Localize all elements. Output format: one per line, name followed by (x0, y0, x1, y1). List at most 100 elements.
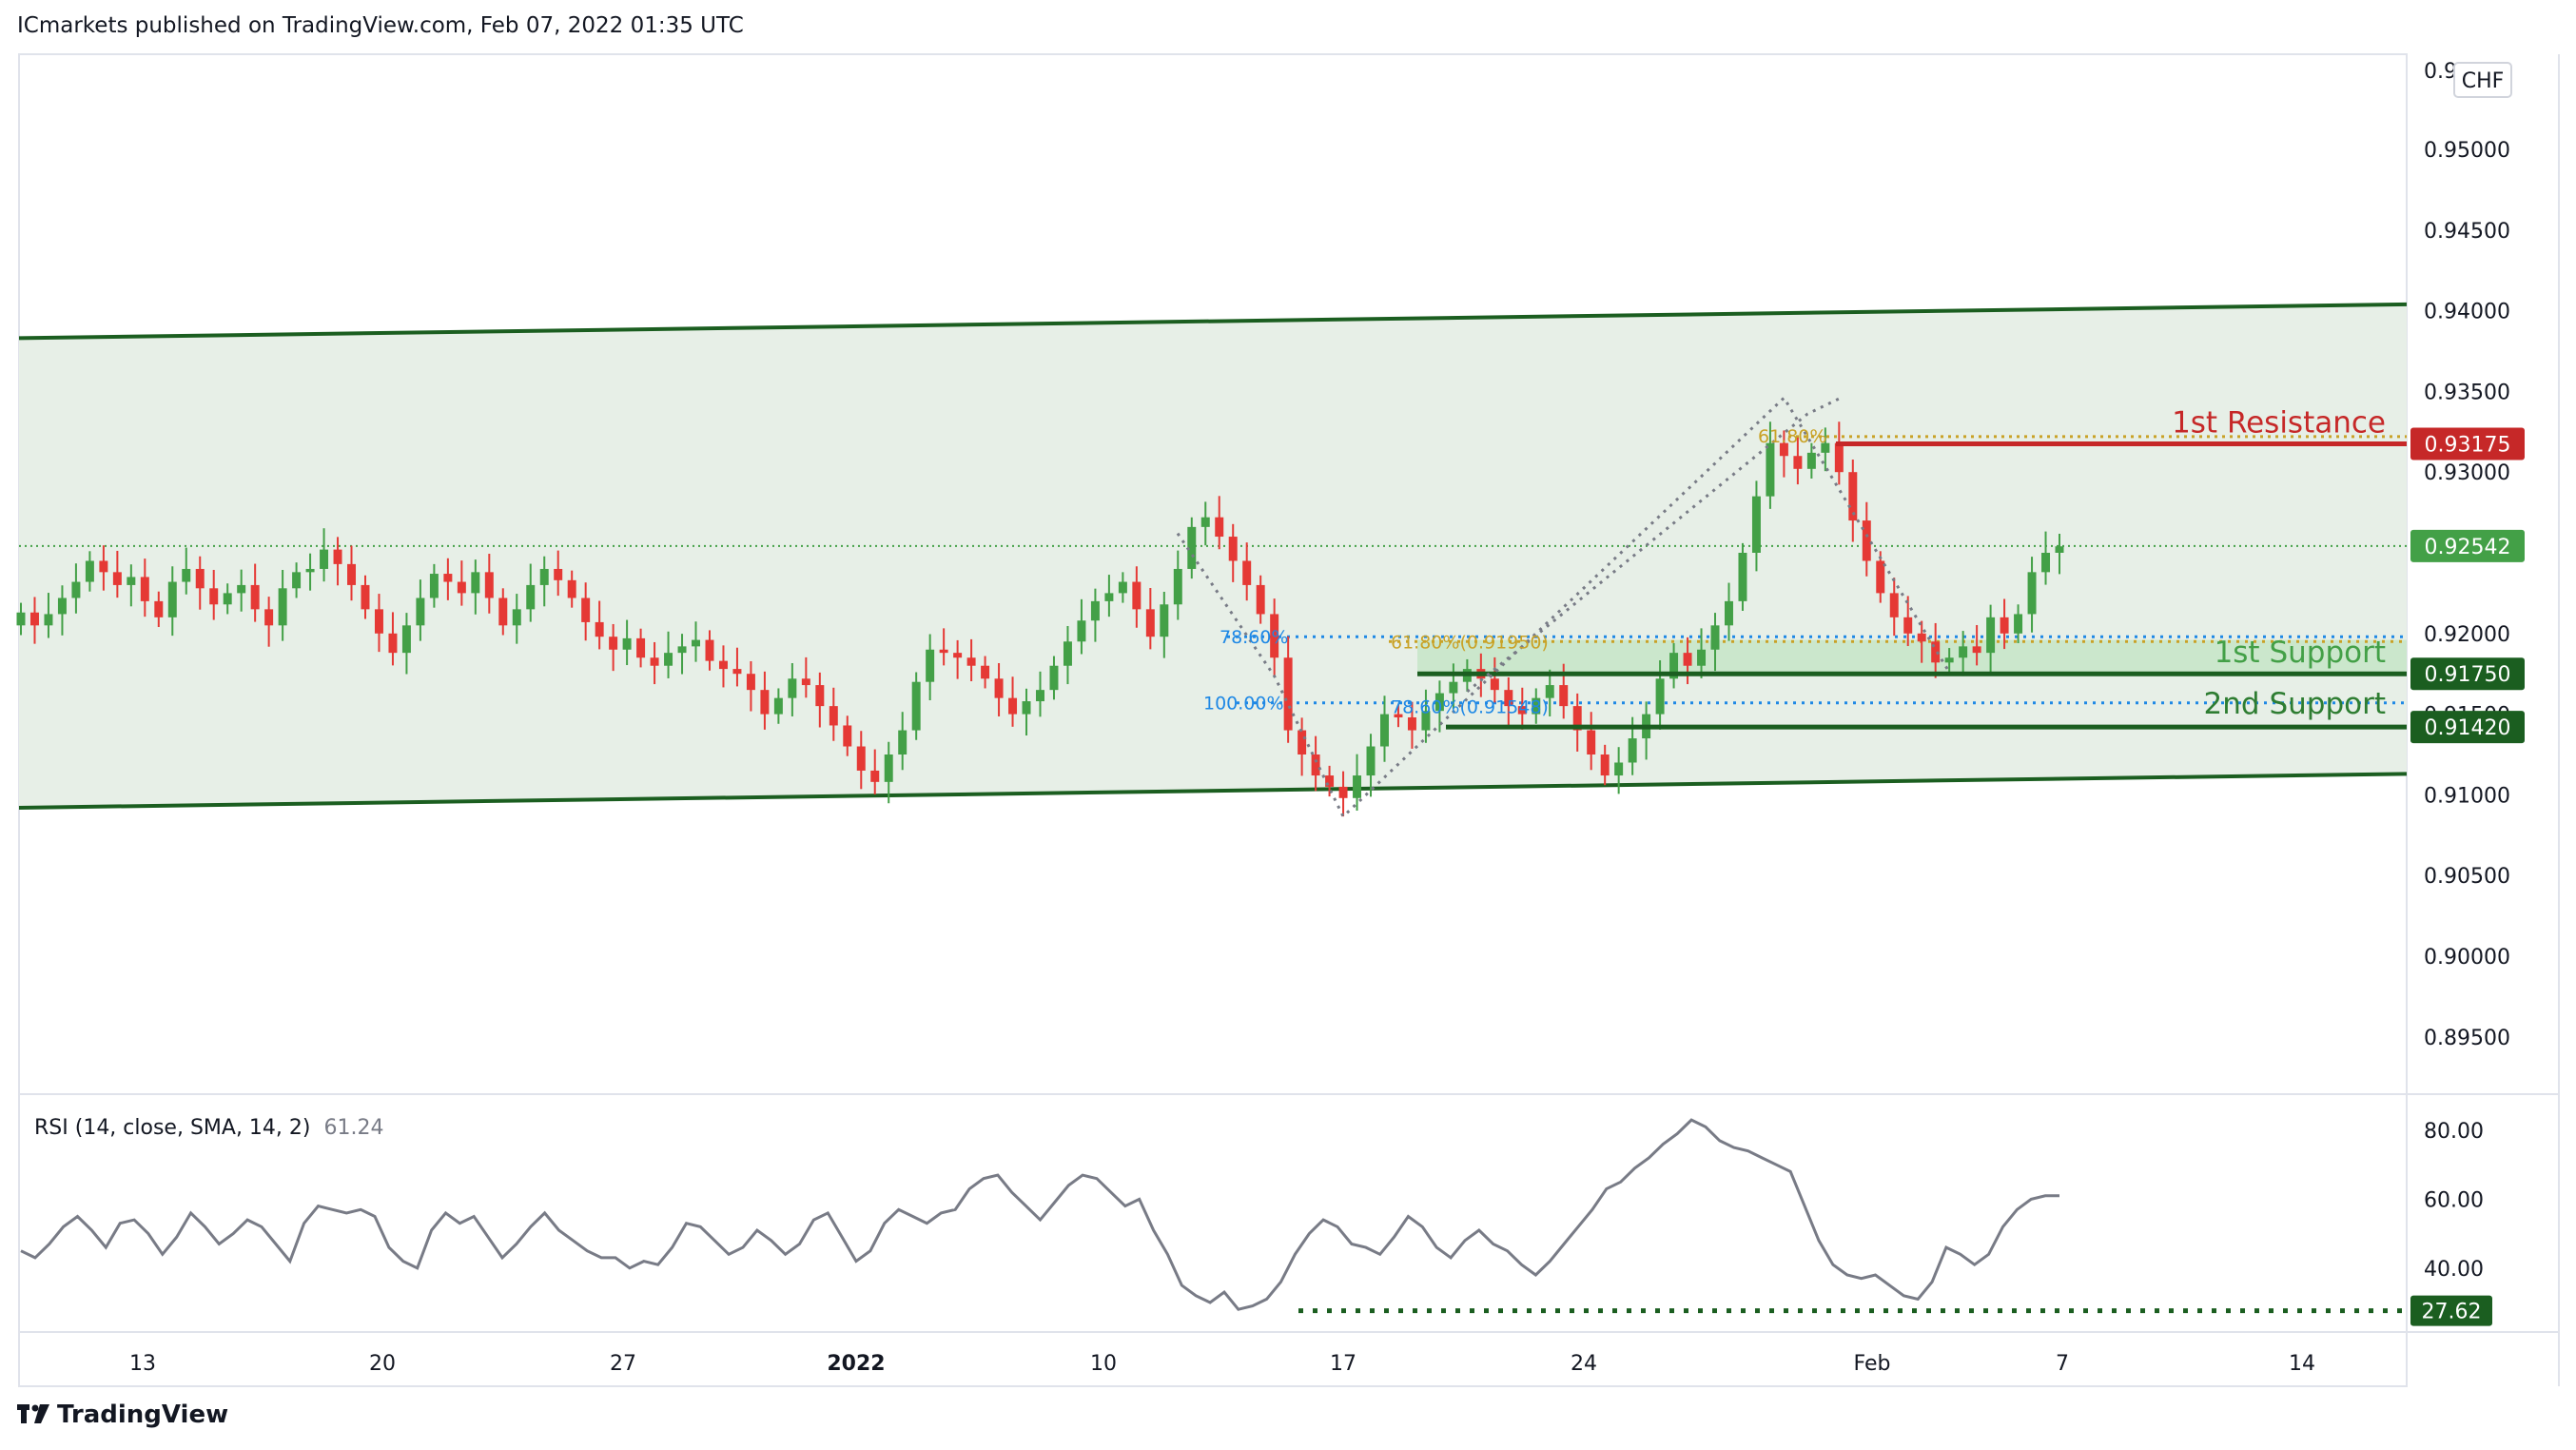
candle[interactable] (1449, 663, 1458, 709)
candle[interactable] (1600, 744, 1610, 786)
candle[interactable] (1517, 687, 1527, 730)
candle[interactable] (484, 554, 494, 614)
candle[interactable] (815, 672, 825, 728)
candle[interactable] (250, 563, 260, 622)
candle[interactable] (1283, 636, 1293, 743)
price-axis[interactable]: 0.95000 0.94500 0.94000 0.93500 0.93000 0.920… (2424, 139, 2510, 1050)
candle[interactable] (195, 556, 205, 610)
candle[interactable] (732, 647, 742, 687)
candle[interactable] (1931, 622, 1941, 678)
candle[interactable] (1353, 754, 1362, 812)
candle[interactable] (526, 563, 536, 622)
candle[interactable] (1380, 696, 1389, 762)
candle[interactable] (320, 528, 329, 582)
candle[interactable] (1118, 572, 1127, 603)
candle[interactable] (140, 558, 149, 617)
candle[interactable] (636, 628, 646, 668)
candle[interactable] (333, 537, 342, 586)
candle[interactable] (1572, 693, 1582, 752)
candle[interactable] (57, 585, 67, 636)
candle[interactable] (374, 594, 383, 653)
candle[interactable] (981, 656, 990, 689)
candle[interactable] (99, 545, 108, 591)
candle[interactable] (2000, 598, 2009, 650)
candle[interactable] (347, 545, 357, 601)
candle[interactable] (994, 663, 1004, 716)
candle[interactable] (292, 562, 302, 598)
candle[interactable] (788, 663, 797, 716)
candle[interactable] (595, 600, 604, 650)
candle[interactable] (1022, 688, 1031, 735)
candle[interactable] (609, 623, 618, 672)
candle[interactable] (718, 645, 728, 688)
candle[interactable] (773, 688, 783, 724)
candle[interactable] (443, 558, 453, 600)
candle[interactable] (677, 634, 687, 675)
candle[interactable] (2055, 533, 2064, 575)
candle[interactable] (939, 628, 948, 666)
candle[interactable] (539, 556, 549, 607)
candle[interactable] (843, 715, 852, 756)
candle[interactable] (361, 575, 370, 619)
candle[interactable] (1187, 517, 1197, 579)
candle[interactable] (898, 712, 907, 771)
candle[interactable] (1614, 747, 1624, 794)
candle[interactable] (388, 612, 398, 666)
candle[interactable] (1959, 631, 1968, 676)
candle[interactable] (127, 564, 136, 607)
candle[interactable] (1077, 598, 1086, 655)
rsi-line[interactable] (20, 1118, 2059, 1311)
candle[interactable] (1972, 624, 1981, 666)
candle[interactable] (1311, 735, 1320, 792)
candle[interactable] (2027, 557, 2037, 633)
candle[interactable] (1504, 676, 1513, 728)
candle[interactable] (278, 569, 287, 641)
rsi-axis[interactable]: 80.00 60.00 40.00 (2424, 1120, 2484, 1282)
candle[interactable] (692, 621, 700, 662)
candle[interactable] (746, 660, 755, 712)
channel-upper-line[interactable] (18, 302, 2408, 341)
candle[interactable] (401, 613, 411, 675)
candle[interactable] (1532, 688, 1541, 724)
candle[interactable] (1944, 648, 1954, 673)
candle[interactable] (801, 656, 810, 698)
candle[interactable] (1986, 604, 1996, 675)
candle[interactable] (457, 560, 466, 606)
currency-badge[interactable]: CHF (2453, 62, 2512, 98)
candle[interactable] (305, 553, 315, 591)
candle[interactable] (16, 602, 26, 636)
candle[interactable] (1407, 701, 1416, 749)
candle[interactable] (1669, 642, 1679, 689)
candle[interactable] (29, 597, 39, 644)
candle[interactable] (1793, 437, 1803, 485)
candle[interactable] (1834, 421, 1844, 485)
candle[interactable] (1160, 592, 1169, 658)
candle[interactable] (209, 569, 219, 620)
candle[interactable] (264, 597, 274, 647)
candle[interactable] (650, 641, 659, 685)
candle[interactable] (498, 588, 508, 636)
candle[interactable] (85, 551, 94, 592)
candle[interactable] (1104, 575, 1114, 617)
candle[interactable] (664, 631, 673, 678)
candle[interactable] (1421, 689, 1431, 743)
candle[interactable] (1683, 637, 1692, 685)
candle[interactable] (44, 593, 53, 638)
candle[interactable] (2041, 531, 2051, 585)
candle[interactable] (829, 687, 838, 741)
candle[interactable] (705, 630, 714, 671)
candle[interactable] (1889, 578, 1899, 637)
candle[interactable] (1917, 620, 1926, 663)
candle[interactable] (1036, 671, 1044, 717)
candle[interactable] (884, 741, 893, 804)
candle[interactable] (237, 569, 246, 612)
candle[interactable] (554, 550, 563, 597)
candle[interactable] (953, 639, 963, 679)
candle[interactable] (1049, 656, 1059, 700)
time-axis[interactable]: 13 20 27 2022 10 17 24 Feb 7 14 (129, 1352, 2315, 1376)
candle[interactable] (182, 547, 191, 595)
candle[interactable] (1766, 421, 1775, 509)
candle[interactable] (1256, 575, 1265, 624)
candle[interactable] (71, 563, 81, 614)
